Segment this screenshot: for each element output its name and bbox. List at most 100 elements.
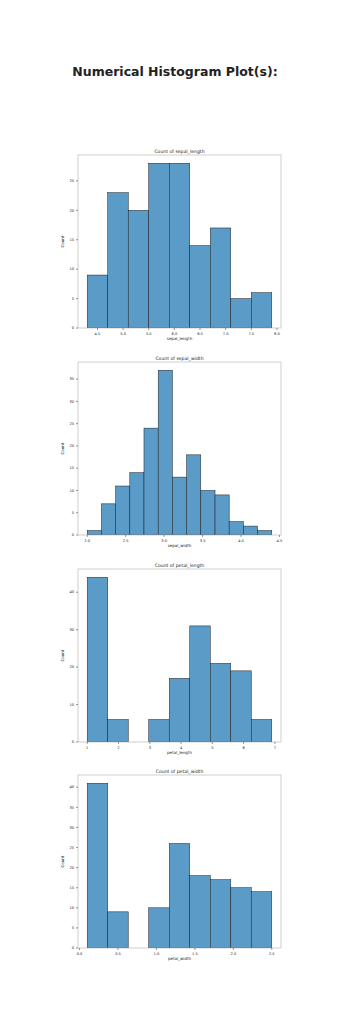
y-axis-label: Count	[60, 649, 65, 661]
histogram-bar	[149, 908, 170, 948]
x-tick	[279, 535, 280, 537]
histogram-bar	[87, 531, 101, 535]
histogram-bar	[231, 671, 251, 742]
y-tick-label: 30	[69, 628, 74, 632]
x-tick	[274, 742, 275, 744]
x-tick	[181, 742, 182, 744]
y-tick	[76, 401, 78, 402]
histogram-bar	[187, 455, 201, 535]
y-tick-label: 5	[72, 297, 74, 301]
subplot-title: Count of sepal_width	[155, 356, 203, 362]
histogram-bar	[210, 663, 231, 742]
histogram-bar	[169, 844, 189, 948]
histogram-bar	[251, 720, 272, 742]
histogram-bar	[251, 892, 272, 948]
y-tick-label: 0	[72, 533, 75, 537]
x-tick	[200, 328, 201, 330]
x-tick-label: 2.0	[84, 539, 90, 543]
x-tick-label: 5	[211, 746, 213, 750]
y-tick	[76, 742, 78, 743]
y-tick	[76, 827, 78, 828]
histogram-bar	[251, 293, 272, 328]
plot-frame	[78, 775, 281, 948]
x-tick-label: 5.0	[120, 332, 126, 336]
histogram-bar	[101, 504, 115, 535]
y-tick-label: 0	[72, 326, 75, 330]
y-tick-label: 10	[69, 489, 74, 493]
x-tick	[251, 328, 252, 330]
y-tick-label: 10	[69, 906, 74, 910]
y-tick-label: 10	[69, 703, 74, 707]
x-tick-label: 4.5	[277, 539, 283, 543]
y-tick-label: 35	[69, 377, 74, 381]
x-tick	[241, 535, 242, 537]
x-tick-label: 6.0	[172, 332, 178, 336]
x-tick-label: 5.5	[146, 332, 152, 336]
x-tick-label: 4	[180, 746, 183, 750]
y-tick-label: 25	[69, 846, 74, 850]
x-tick	[156, 948, 157, 950]
y-tick	[76, 927, 78, 928]
y-tick-label: 20	[69, 866, 74, 870]
y-tick-label: 20	[69, 665, 74, 669]
x-tick	[125, 535, 126, 537]
histogram-bar	[130, 473, 144, 535]
y-tick	[76, 592, 78, 593]
y-tick-label: 35	[69, 806, 74, 810]
histogram-bar	[116, 486, 130, 535]
x-tick-label: 7	[274, 746, 276, 750]
histogram-bar	[231, 888, 251, 948]
x-tick	[276, 328, 277, 330]
y-tick	[76, 867, 78, 868]
y-tick-label: 25	[69, 179, 74, 183]
y-tick	[76, 787, 78, 788]
histogram-bar	[149, 163, 170, 328]
x-tick-label: 1	[86, 746, 88, 750]
x-tick-label: 7.0	[223, 332, 229, 336]
y-tick	[76, 423, 78, 424]
histogram-bar	[190, 876, 211, 948]
x-tick	[202, 535, 203, 537]
x-tick	[149, 742, 150, 744]
figure: Numerical Histogram Plot(s):4.55.05.56.0…	[0, 0, 348, 1024]
histogram-bar	[231, 299, 252, 328]
x-axis-label: petal_length	[167, 750, 192, 755]
x-tick-label: 7.5	[248, 332, 254, 336]
plot-frame	[78, 362, 281, 535]
histogram-bar	[215, 495, 229, 535]
y-tick-label: 30	[69, 400, 74, 404]
bars	[87, 370, 272, 535]
y-tick-label: 30	[69, 826, 74, 830]
x-tick-label: 2.5	[269, 952, 275, 956]
x-tick	[117, 948, 118, 950]
x-tick-label: 3	[149, 746, 151, 750]
x-tick-label: 8.0	[274, 332, 280, 336]
bars	[87, 577, 272, 742]
x-tick	[123, 328, 124, 330]
x-tick	[225, 328, 226, 330]
x-tick-label: 1.5	[192, 952, 198, 956]
y-tick	[76, 907, 78, 908]
y-tick-label: 15	[69, 886, 74, 890]
y-tick	[76, 445, 78, 446]
y-tick	[76, 210, 78, 211]
histogram-bar	[172, 477, 186, 535]
histogram-bar	[144, 428, 158, 535]
y-tick	[76, 535, 78, 536]
x-tick-label: 6.5	[197, 332, 203, 336]
x-tick-label: 1.0	[154, 952, 160, 956]
histogram-bar	[229, 522, 243, 535]
y-axis-label: Count	[60, 442, 65, 454]
histogram-bar	[108, 912, 128, 948]
x-tick	[148, 328, 149, 330]
x-tick	[164, 535, 165, 537]
plot-frame	[78, 569, 281, 742]
histogram-bar	[258, 531, 272, 535]
x-tick	[79, 948, 80, 950]
x-tick	[212, 742, 213, 744]
subplot: 4.55.05.56.06.57.07.58.00510152025Count …	[60, 149, 281, 342]
y-tick-label: 15	[69, 238, 74, 242]
y-tick-label: 20	[69, 444, 74, 448]
y-tick	[76, 807, 78, 808]
y-tick	[76, 667, 78, 668]
